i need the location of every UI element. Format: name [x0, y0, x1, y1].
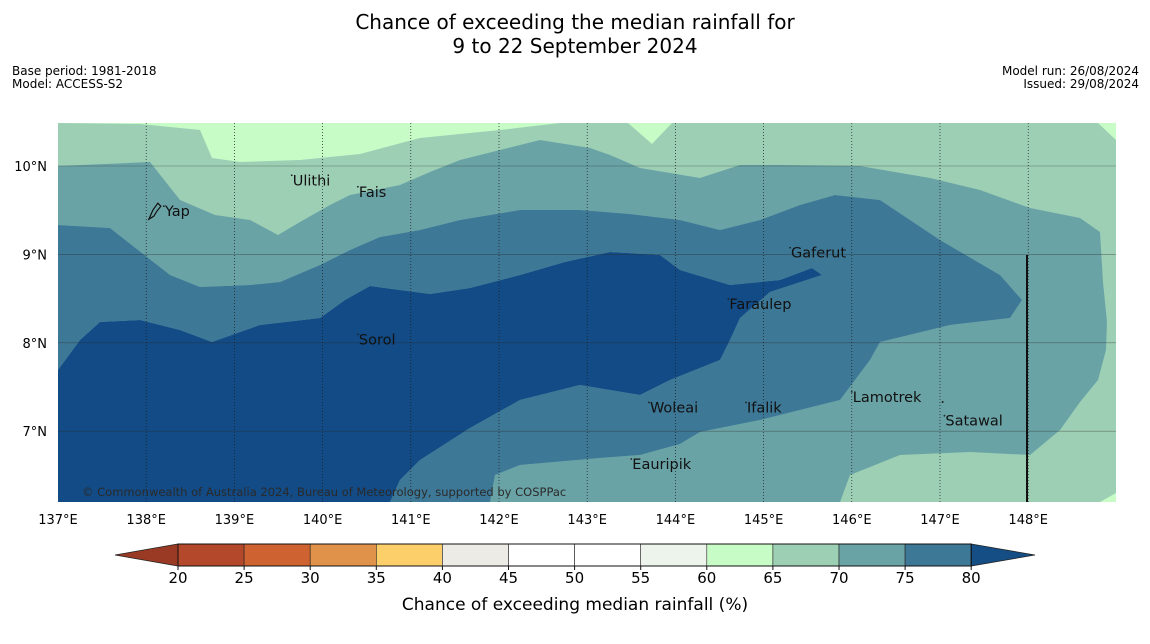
meta-left: Base period: 1981-2018 Model: ACCESS-S2 [12, 65, 157, 91]
place-ifalik: Ifalik [745, 400, 782, 416]
place-satawal: Satawal [943, 414, 1003, 430]
region-85-plus [58, 252, 822, 502]
place-name: Lamotrek [853, 390, 922, 406]
colorbar-segment [309, 543, 377, 567]
colorbar-tick-label: 45 [499, 569, 518, 587]
colorbar-segment [177, 543, 245, 567]
island-marker [162, 205, 165, 208]
place-name: Ifalik [747, 400, 782, 416]
title-line-2: 9 to 22 September 2024 [452, 34, 698, 58]
base-period-text: Base period: 1981-2018 [12, 64, 157, 78]
longitude-tick-label: 145°E [744, 513, 784, 528]
island-marker [789, 246, 791, 249]
longitude-tick-label: 141°E [391, 513, 431, 528]
model-run-text: Model run: 26/08/2024 [1001, 64, 1139, 78]
place-eauripik: Eauripik [630, 457, 692, 473]
colorbar-segment [574, 543, 641, 567]
colorbar-tick-label: 70 [829, 569, 848, 587]
longitude-tick-label: 138°E [126, 513, 166, 528]
place-ulithi: Ulithi [290, 173, 331, 189]
island-marker [290, 174, 293, 177]
longitude-tick-label: 144°E [656, 513, 696, 528]
island-marker [356, 185, 359, 188]
island-marker [648, 401, 650, 404]
colorbar-tick-label: 30 [301, 569, 320, 587]
colorbar-tick-label: 50 [565, 569, 584, 587]
latitude-labels: 10°N 9°N 8°N 7°N [14, 160, 47, 440]
region-75-80 [58, 140, 1107, 502]
colorbar-segment [640, 543, 708, 567]
place-name: Woleai [650, 400, 698, 416]
colorbar-segment [243, 543, 311, 567]
colorbar-segment [772, 543, 840, 567]
island-marker [356, 333, 359, 336]
map-title: Chance of exceeding the median rainfall … [0, 10, 1150, 58]
island-marker [850, 390, 853, 393]
colorbar-segment [904, 543, 972, 567]
island-marker [727, 298, 730, 300]
latitude-tick-label: 7°N [23, 425, 48, 440]
latitude-tick-label: 8°N [23, 337, 48, 352]
colorbar-segment [838, 543, 906, 567]
colorbar-segment [508, 543, 575, 567]
model-text: Model: ACCESS-S2 [12, 77, 124, 91]
colorbar-under-arrow [114, 543, 179, 567]
copyright-text: © Commonwealth of Australia 2024, Bureau… [82, 485, 566, 499]
colorbar-segment [706, 543, 774, 567]
colorbar-over-arrow [970, 543, 1036, 567]
colorbar-tick-label: 55 [631, 569, 650, 587]
place-name: Sorol [359, 332, 396, 348]
longitude-tick-label: 137°E [38, 513, 78, 528]
colorbar-tick-label: 25 [235, 569, 254, 587]
place-name: Eauripik [632, 457, 691, 473]
title-line-1: Chance of exceeding the median rainfall … [355, 10, 795, 34]
latitude-tick-label: 9°N [23, 248, 48, 263]
gridlines [58, 123, 1116, 502]
colorbar-segment [375, 543, 443, 567]
longitude-tick-label: 146°E [832, 513, 872, 528]
colorbar-segment [442, 543, 509, 567]
place-woleai: Woleai [648, 400, 698, 416]
place-name: Faraulep [729, 297, 791, 313]
latitude-tick-label: 10°N [14, 160, 47, 175]
island-marker [630, 458, 633, 460]
place-sorol: Sorol [356, 332, 396, 348]
island-marker [745, 401, 747, 404]
place-name: Yap [164, 204, 190, 220]
place-yap: Yap [162, 204, 190, 220]
longitude-labels: 137°E 138°E 139°E 140°E 141°E 142°E 143°E 144°E… [38, 513, 1048, 528]
place-name: Fais [359, 185, 386, 201]
islet-marker [941, 401, 944, 404]
colorbar-tick-label: 65 [763, 569, 782, 587]
colorbar-tick-label: 80 [962, 569, 981, 587]
colorbar-label: Chance of exceeding median rainfall (%) [402, 595, 748, 615]
region-80-85 [58, 195, 1022, 502]
issued-text: Issued: 29/08/2024 [1023, 77, 1139, 91]
longitude-tick-label: 140°E [303, 513, 343, 528]
longitude-tick-label: 139°E [215, 513, 255, 528]
colorbar-tick-label: 75 [896, 569, 915, 587]
place-faraulep: Faraulep [727, 297, 791, 313]
colorbar-tick-label: 35 [367, 569, 386, 587]
longitude-tick-label: 142°E [479, 513, 519, 528]
meta-right: Model run: 26/08/2024 Issued: 29/08/2024 [1002, 65, 1139, 91]
place-gaferut: Gaferut [789, 246, 846, 262]
longitude-tick-label: 143°E [567, 513, 607, 528]
place-labels: Yap Ulithi Fais Gaferut Faraulep Sorol Lamotre… [147, 173, 1003, 473]
place-name: Satawal [945, 414, 1002, 430]
island-marker [943, 414, 946, 417]
place-lamotrek: Lamotrek [850, 390, 922, 406]
yap-island-icon [147, 202, 162, 221]
place-name: Gaferut [791, 246, 846, 262]
place-name: Ulithi [293, 173, 331, 189]
colorbar-tick-label: 40 [433, 569, 452, 587]
longitude-tick-label: 148°E [1008, 513, 1048, 528]
longitude-tick-label: 147°E [920, 513, 960, 528]
colorbar-tick-label: 60 [697, 569, 716, 587]
colorbar-tick-label: 20 [168, 569, 187, 587]
place-fais: Fais [356, 185, 386, 201]
